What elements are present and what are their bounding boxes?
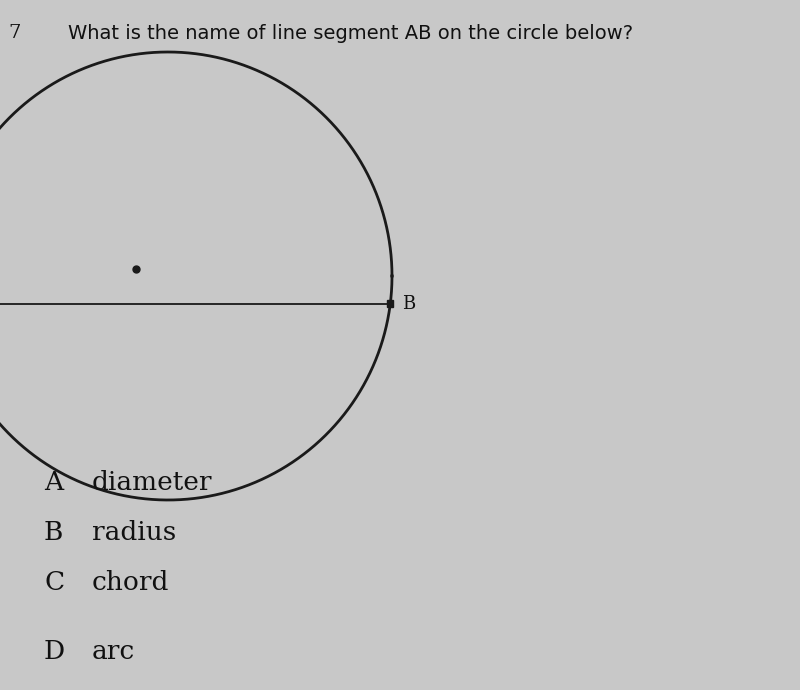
- Text: B: B: [44, 520, 63, 545]
- FancyBboxPatch shape: [387, 300, 394, 307]
- Text: arc: arc: [92, 639, 135, 664]
- Text: diameter: diameter: [92, 471, 213, 495]
- Text: What is the name of line segment AB on the circle below?: What is the name of line segment AB on t…: [68, 24, 633, 43]
- Text: radius: radius: [92, 520, 176, 545]
- Text: chord: chord: [92, 570, 170, 595]
- Text: D: D: [44, 639, 65, 664]
- Text: B: B: [402, 295, 415, 313]
- Text: 7: 7: [8, 24, 20, 42]
- Text: C: C: [44, 570, 64, 595]
- Text: A: A: [44, 471, 63, 495]
